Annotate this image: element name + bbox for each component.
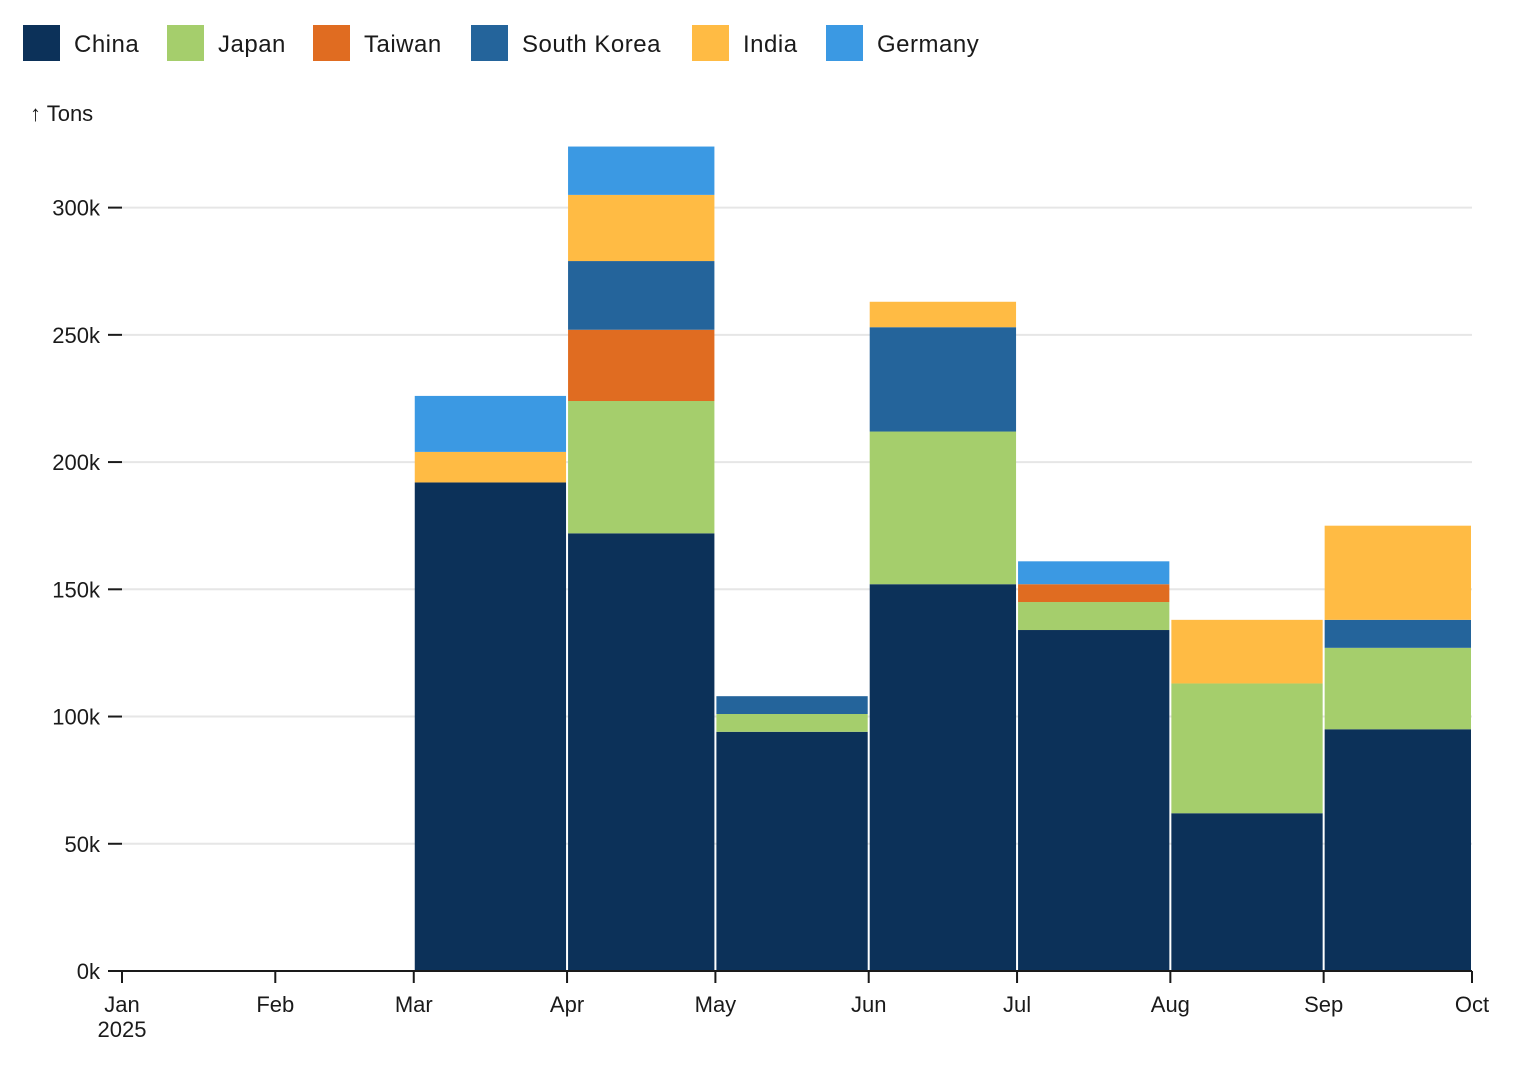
bar-mar bbox=[414, 395, 567, 971]
bar-segment-india bbox=[568, 194, 715, 262]
legend-swatch bbox=[471, 25, 508, 61]
bar-segment-south-korea bbox=[568, 261, 715, 330]
bar-segment-china bbox=[1324, 729, 1471, 971]
bar-jun bbox=[869, 301, 1017, 971]
legend-item-india: India bbox=[692, 25, 798, 61]
x-tick-label: Jul bbox=[1003, 992, 1031, 1017]
bar-segment-india bbox=[1324, 525, 1471, 620]
y-tick-label: 0k bbox=[77, 959, 101, 984]
legend-swatch bbox=[167, 25, 204, 61]
bar-segment-germany bbox=[414, 395, 567, 452]
legend-item-germany: Germany bbox=[826, 25, 979, 61]
bar-apr bbox=[568, 146, 715, 971]
bar-segment-india bbox=[414, 451, 567, 483]
bar-segment-south-korea bbox=[1324, 619, 1471, 648]
x-tick-label: Jan bbox=[104, 992, 139, 1017]
x-tick-label: May bbox=[695, 992, 737, 1017]
bar-segment-china bbox=[716, 731, 868, 971]
bar-segment-india bbox=[1171, 619, 1323, 684]
bar-segment-germany bbox=[1018, 561, 1170, 585]
bars bbox=[414, 146, 1471, 971]
bar-segment-india bbox=[869, 301, 1017, 328]
x-tick-label: Jun bbox=[851, 992, 886, 1017]
legend-label: Germany bbox=[877, 31, 979, 58]
bar-segment-taiwan bbox=[1018, 584, 1170, 603]
x-tick-label: Mar bbox=[395, 992, 433, 1017]
bar-segment-japan bbox=[1171, 683, 1323, 814]
y-tick-label: 50k bbox=[65, 832, 101, 857]
bar-segment-japan bbox=[1324, 647, 1471, 730]
bar-segment-japan bbox=[716, 713, 868, 732]
bar-jul bbox=[1018, 561, 1170, 971]
legend-label: Taiwan bbox=[364, 31, 442, 58]
x-tick-label: Aug bbox=[1151, 992, 1190, 1017]
y-tick-label: 300k bbox=[52, 196, 101, 221]
y-axis-label: ↑ Tons bbox=[30, 101, 93, 126]
legend: China Japan Taiwan South Korea India Germany bbox=[23, 25, 979, 61]
bar-may bbox=[716, 696, 868, 971]
x-tick-label: Feb bbox=[256, 992, 294, 1017]
bar-segment-south-korea bbox=[716, 696, 868, 714]
legend-label: India bbox=[743, 31, 798, 58]
bar-segment-germany bbox=[568, 146, 715, 195]
legend-item-china: China bbox=[23, 25, 139, 61]
legend-label: Japan bbox=[218, 31, 286, 58]
bar-segment-japan bbox=[869, 431, 1017, 585]
bar-segment-japan bbox=[1018, 602, 1170, 631]
bar-sep bbox=[1324, 525, 1471, 971]
bar-aug bbox=[1171, 619, 1323, 971]
legend-item-taiwan: Taiwan bbox=[313, 25, 442, 61]
x-tick-label: Apr bbox=[550, 992, 584, 1017]
bar-segment-china bbox=[869, 584, 1017, 971]
y-tick-label: 100k bbox=[52, 705, 101, 730]
x-tick-label: Sep bbox=[1304, 992, 1343, 1017]
y-tick-label: 200k bbox=[52, 450, 101, 475]
legend-label: China bbox=[74, 31, 139, 58]
y-tick-label: 250k bbox=[52, 323, 101, 348]
y-tick-label: 150k bbox=[52, 577, 101, 602]
bar-segment-china bbox=[568, 533, 715, 971]
bar-segment-china bbox=[1171, 813, 1323, 971]
legend-swatch bbox=[826, 25, 863, 61]
legend-swatch bbox=[23, 25, 60, 61]
bar-segment-taiwan bbox=[568, 329, 715, 402]
legend-swatch bbox=[313, 25, 350, 61]
legend-item-japan: Japan bbox=[167, 25, 286, 61]
bar-segment-south-korea bbox=[869, 327, 1017, 432]
x-tick-sublabel: 2025 bbox=[98, 1017, 147, 1042]
legend-swatch bbox=[692, 25, 729, 61]
legend-item-south-korea: South Korea bbox=[471, 25, 661, 61]
y-axis: 0k 50k 100k 150k 200k 250k 300k bbox=[52, 196, 122, 984]
bar-segment-china bbox=[414, 482, 567, 971]
bar-segment-china bbox=[1018, 630, 1170, 971]
x-tick-label: Oct bbox=[1455, 992, 1489, 1017]
bar-segment-japan bbox=[568, 401, 715, 534]
legend-label: South Korea bbox=[522, 31, 661, 58]
